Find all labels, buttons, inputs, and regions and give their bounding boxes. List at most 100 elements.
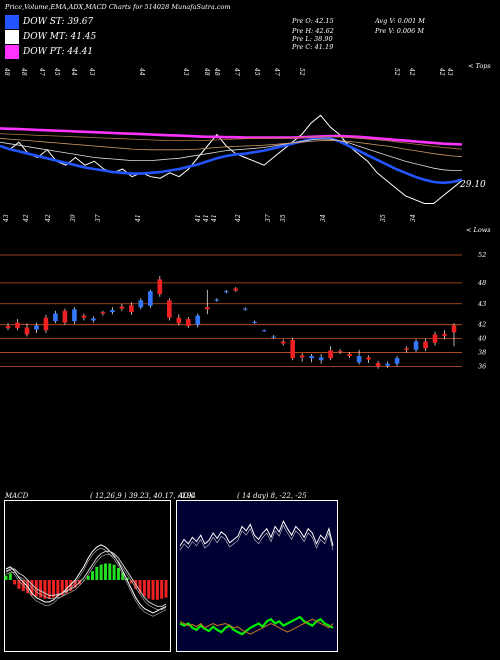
candle-body: [185, 319, 191, 327]
macd-histogram-bar: [95, 566, 99, 580]
candle-body: [290, 340, 295, 359]
candle-body: [24, 327, 30, 335]
candle-body: [261, 330, 267, 332]
macd-line-0: [5, 544, 167, 614]
candle-body: [309, 356, 314, 359]
macd-histogram-bar: [155, 580, 159, 600]
bottom-tick-label: 35: [380, 214, 387, 222]
ema-series-1: [0, 136, 463, 185]
price-axis-label: 43: [477, 300, 486, 308]
ohlc-low: Pre L: 38.90: [292, 35, 333, 43]
candle-body: [100, 312, 106, 314]
dow-pt-legend: DOW PT: 44.41: [5, 45, 93, 59]
pre-volume: Pre V: 0.006 M: [375, 27, 425, 35]
candle-body: [366, 357, 371, 360]
top-tick-label: 42: [408, 67, 415, 76]
candle-body: [347, 353, 352, 357]
dow-mt-swatch: [5, 30, 19, 44]
candle-body: [43, 317, 49, 331]
top-tick-label: 42: [438, 67, 445, 76]
top-tick-label: 48: [213, 67, 220, 76]
macd-histogram-bar: [82, 580, 86, 581]
top-tick-label: 48: [20, 67, 27, 76]
top-tick-label: 43: [182, 67, 189, 76]
macd-histogram-bar: [112, 564, 116, 580]
candle-body: [167, 300, 172, 318]
adx-series-0: [179, 520, 334, 547]
macd-histogram-bar: [116, 567, 120, 580]
macd-params: ( 12,26,9 ) 39.23, 40.17, -0.94: [90, 492, 196, 500]
dow-mt-legend: DOW MT: 41.45: [5, 30, 96, 44]
price-axis-label: 42: [477, 321, 486, 329]
bottom-tick-label: 41: [211, 214, 218, 223]
candle-body: [62, 310, 68, 323]
macd-histogram-bar: [147, 580, 151, 599]
macd-histogram-bar: [69, 580, 73, 591]
macd-histogram-bar: [4, 575, 8, 580]
candle-body: [423, 341, 428, 349]
top-tick-label: 47: [233, 67, 240, 76]
adx-series-shadow: [179, 524, 334, 551]
macd-histogram-bar: [56, 580, 60, 597]
price-axis-label: 40: [477, 335, 486, 343]
candle-body: [223, 291, 229, 293]
macd-histogram-bar: [138, 580, 142, 594]
macd-line-shadow-0: [5, 547, 167, 617]
top-tick-label: 45: [253, 67, 260, 76]
macd-histogram-bar: [17, 580, 21, 589]
candle-body: [34, 325, 39, 330]
macd-line-1: [5, 550, 167, 607]
candle-body: [318, 357, 324, 361]
ema-series-3: [0, 127, 463, 146]
price-axis-label: 36: [478, 363, 486, 371]
candle-body: [119, 306, 125, 309]
top-tick-label: 44: [70, 67, 77, 76]
candle-body: [299, 355, 305, 358]
macd-histogram-bar: [160, 580, 164, 599]
top-tick-label: 43: [88, 67, 95, 76]
candle-body: [129, 305, 134, 313]
bottom-tick-label: 34: [410, 214, 417, 222]
candle-body: [451, 325, 457, 333]
candle-body: [337, 351, 343, 353]
top-tick-label: 47: [38, 67, 45, 76]
candle-body: [148, 291, 153, 306]
macd-histogram-bar: [60, 580, 64, 596]
candle-body: [110, 310, 115, 313]
macd-histogram-bar: [65, 580, 69, 594]
top-tick-label: 43: [446, 67, 453, 76]
macd-histogram-bar: [8, 573, 12, 580]
ohlc-open: Pre O: 42.15: [292, 17, 334, 25]
page-title: Price,Volume,EMA,ADX,MACD Charts for 514…: [5, 3, 231, 11]
candle-body: [157, 279, 163, 295]
adx-params: ( 14 day) 8, -22, -25: [237, 492, 307, 500]
candle-body: [328, 350, 333, 359]
bottom-tick-label: 39: [70, 214, 77, 222]
candle-body: [233, 288, 239, 291]
candle-body: [53, 313, 58, 322]
adx-series-2: [179, 618, 334, 635]
candle-body: [404, 348, 409, 350]
candle-body: [214, 299, 220, 301]
dow-st-legend: DOW ST: 39.67: [5, 15, 93, 29]
ema-series-2: [0, 138, 462, 171]
bottom-tick-label: 42: [23, 214, 30, 223]
ohlc-high: Pre H: 42.62: [292, 27, 334, 35]
macd-title: MACD: [5, 492, 29, 500]
candle-body: [15, 322, 20, 329]
dow-st-label: DOW ST: 39.67: [23, 17, 94, 27]
macd-histogram-bar: [103, 563, 107, 580]
dow-st-swatch: [5, 15, 19, 29]
bottom-tick-label: 35: [280, 214, 287, 222]
lows-label: < Lows: [466, 226, 491, 234]
bottom-tick-label: 42: [235, 214, 242, 223]
top-tick-label: 48: [3, 67, 10, 76]
bottom-tick-label: 41: [135, 214, 142, 223]
candle-body: [432, 334, 438, 343]
avg-volume: Avg V: 0.001 M: [375, 17, 425, 25]
top-tick-label: 52: [393, 68, 400, 76]
ema-series-5: [0, 133, 463, 150]
bottom-tick-label: 37: [265, 214, 272, 222]
macd-histogram-bar: [151, 580, 155, 600]
